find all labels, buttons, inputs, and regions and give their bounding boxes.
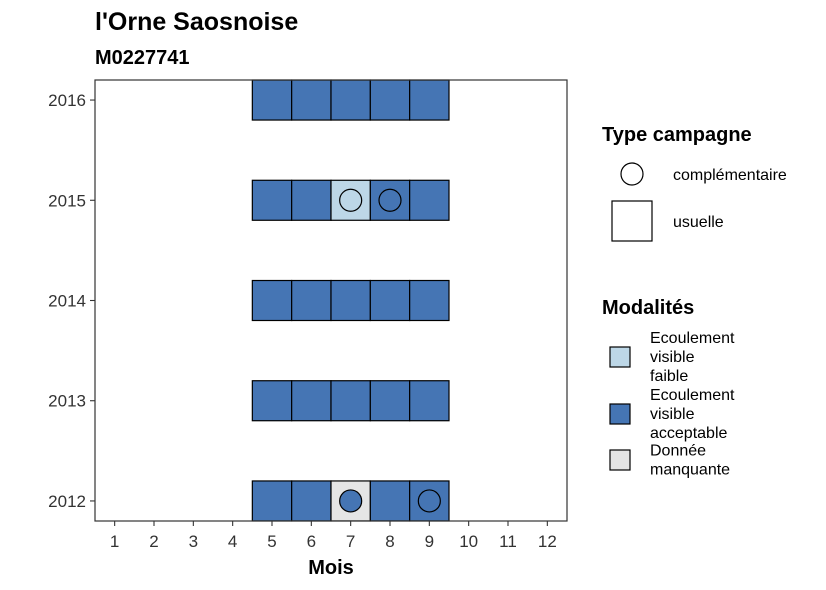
- y-tick-label-2014: 2014: [48, 292, 86, 311]
- cell-2012-5: [251, 480, 293, 522]
- legend-modalite-label-2-1: manquante: [650, 462, 730, 479]
- legend-type-label-0: complémentaire: [673, 167, 787, 184]
- cell-2016-7: [330, 79, 371, 121]
- cell-2012-7: [330, 480, 371, 522]
- cell-2015-6: [291, 179, 332, 221]
- x-tick-label-3: 3: [189, 532, 198, 551]
- point-2012-9: [417, 489, 441, 513]
- point-2015-7: [339, 188, 363, 212]
- legend-type-title: Type campagne: [602, 124, 752, 146]
- x-tick-label-8: 8: [385, 532, 394, 551]
- cell-2014-5: [251, 279, 293, 322]
- points-layer: [339, 188, 441, 513]
- y-axis: 2012 2013 2014 2015 2016: [48, 91, 95, 511]
- chart-title: l'Orne Saosnoise: [95, 8, 298, 36]
- y-tick-label-2015: 2015: [48, 191, 86, 210]
- chart-subtitle: M0227741: [95, 47, 190, 69]
- x-tick-label-9: 9: [425, 532, 434, 551]
- cell-2014-9: [409, 279, 450, 322]
- x-tick-label-6: 6: [307, 532, 316, 551]
- x-tick-label-4: 4: [228, 532, 237, 551]
- x-axis: 1 2 3 4 5 6 7 8 9 10 11 12: [110, 521, 557, 551]
- legend-modalites-title: Modalités: [602, 297, 694, 319]
- y-tick-label-2016: 2016: [48, 91, 86, 110]
- x-tick-label-1: 1: [110, 532, 119, 551]
- point-2015-8: [378, 188, 402, 212]
- cell-2014-6: [291, 279, 332, 322]
- legend-modalite-label-0-1: visible: [650, 349, 695, 366]
- legend-modalite-key-1: [609, 403, 631, 425]
- legend-modalite-key-0: [609, 346, 631, 368]
- legend-modalite-label-0-2: faible: [650, 368, 688, 385]
- x-axis-title: Mois: [308, 557, 354, 579]
- legend-circle-key: [620, 162, 644, 186]
- cell-2015-9: [409, 179, 450, 221]
- cell-2015-5: [251, 179, 293, 221]
- cell-2012-6: [291, 480, 332, 522]
- x-tick-label-5: 5: [267, 532, 276, 551]
- legend-modalite-key-2: [609, 449, 631, 471]
- cell-2016-5: [251, 79, 293, 121]
- x-tick-label-7: 7: [346, 532, 355, 551]
- legend-modalite-label-1-2: acceptable: [650, 425, 727, 442]
- legend-type-label-1: usuelle: [673, 214, 724, 231]
- legend: Type campagne complémentaire usuelle Mod…: [602, 124, 787, 479]
- point-2012-7: [339, 489, 363, 513]
- legend-modalite-label-2-0: Donnée: [650, 443, 706, 460]
- cell-2013-5: [251, 380, 293, 422]
- x-tick-label-12: 12: [538, 532, 557, 551]
- cell-2016-9: [409, 79, 450, 121]
- legend-modalites-keys: Ecoulement visible faible Ecoulement visible…: [609, 330, 735, 479]
- x-tick-label-2: 2: [149, 532, 158, 551]
- legend-modalite-label-0-0: Ecoulement: [650, 330, 735, 347]
- y-tick-label-2013: 2013: [48, 392, 86, 411]
- x-tick-label-11: 11: [499, 532, 517, 551]
- cell-2014-7: [330, 279, 371, 322]
- cell-2013-9: [409, 380, 450, 422]
- cell-2012-8: [369, 480, 411, 522]
- x-tick-label-10: 10: [459, 532, 478, 551]
- cell-2016-8: [369, 79, 411, 121]
- legend-square-key: [611, 200, 653, 242]
- cell-2016-6: [291, 79, 332, 121]
- cell-2013-8: [369, 380, 411, 422]
- cell-2014-8: [369, 279, 411, 322]
- cell-2013-6: [291, 380, 332, 422]
- cell-2013-7: [330, 380, 371, 422]
- legend-modalite-label-1-1: visible: [650, 406, 695, 423]
- cells-layer: [251, 79, 450, 522]
- y-tick-label-2012: 2012: [48, 492, 86, 511]
- legend-modalite-label-1-0: Ecoulement: [650, 387, 735, 404]
